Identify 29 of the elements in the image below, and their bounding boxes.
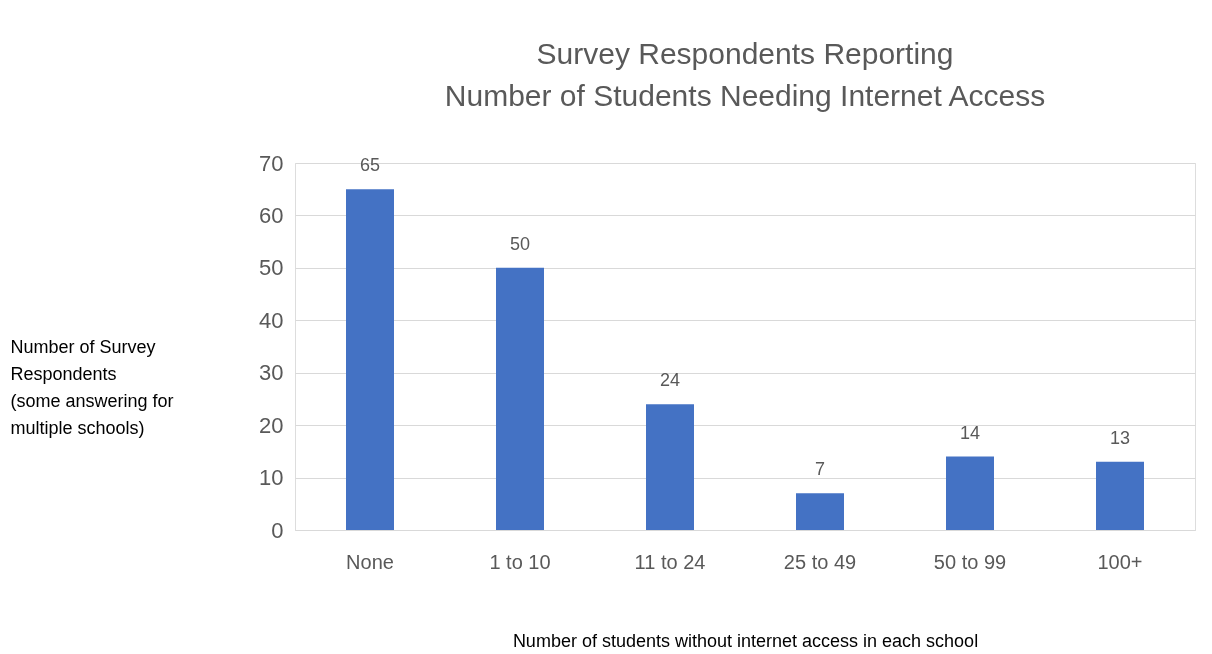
data-label: 50 (509, 233, 531, 254)
x-tick-label: 1 to 10 (489, 550, 551, 573)
y-tick-label: 30 (259, 360, 284, 386)
bar (1096, 461, 1144, 530)
data-label: 14 (959, 422, 981, 443)
data-label: 13 (1109, 427, 1131, 448)
x-axis-title: Number of students without internet access in each school (512, 630, 979, 651)
chart-title: Survey Respondents Reporting Number of Students Needing Internet Access (444, 37, 1046, 112)
bar (346, 189, 394, 530)
bar (646, 404, 694, 530)
y-tick-label: 70 (259, 150, 284, 176)
x-tick-label: 25 to 49 (783, 550, 857, 573)
bar (796, 493, 844, 530)
x-tick-label: 100+ (1097, 550, 1143, 573)
y-tick-label: 10 (259, 465, 284, 491)
data-label: 65 (359, 155, 381, 176)
y-axis-title: Number of Survey Respondents (some answering for multiple schools) (10, 336, 174, 438)
y-tick-label: 50 (259, 255, 284, 281)
bar (946, 456, 994, 530)
y-tick-label: 20 (259, 412, 284, 438)
bar (496, 267, 544, 530)
y-tick-label: 60 (259, 202, 284, 228)
data-label: 7 (814, 459, 826, 480)
x-tick-label: None (346, 550, 394, 573)
data-label: 24 (659, 370, 681, 391)
y-tick-label: 40 (259, 307, 284, 333)
y-tick-label: 0 (271, 517, 284, 543)
x-tick-label: 50 to 99 (933, 550, 1007, 573)
x-tick-label: 11 to 24 (634, 550, 706, 573)
